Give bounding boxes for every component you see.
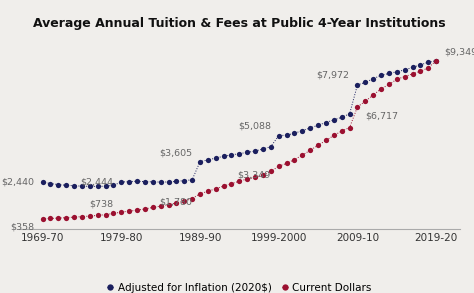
Line: Current Dollars: Current Dollars: [40, 58, 439, 222]
Current Dollars: [40, 217, 46, 221]
Text: $738: $738: [89, 200, 113, 209]
Current Dollars: [433, 59, 439, 62]
Text: $1,780: $1,780: [159, 197, 192, 207]
Text: $3,605: $3,605: [159, 148, 192, 157]
Text: $9,349: $9,349: [444, 47, 474, 56]
Adjusted for Inflation (2020$): [134, 180, 140, 183]
Current Dollars: [158, 205, 164, 208]
Adjusted for Inflation (2020$): [307, 126, 313, 130]
Text: $358: $358: [10, 222, 35, 231]
Text: $2,440: $2,440: [2, 178, 35, 187]
Adjusted for Inflation (2020$): [331, 118, 337, 122]
Adjusted for Inflation (2020$): [426, 60, 431, 64]
Text: $7,972: $7,972: [317, 71, 350, 80]
Adjusted for Inflation (2020$): [433, 59, 439, 62]
Adjusted for Inflation (2020$): [40, 180, 46, 184]
Legend: Adjusted for Inflation (2020$), Current Dollars: Adjusted for Inflation (2020$), Current …: [103, 278, 376, 293]
Current Dollars: [126, 209, 132, 213]
Adjusted for Inflation (2020$): [95, 185, 100, 188]
Text: $3,349: $3,349: [237, 170, 271, 179]
Line: Adjusted for Inflation (2020$): Adjusted for Inflation (2020$): [40, 58, 439, 189]
Title: Average Annual Tuition & Fees at Public 4-Year Institutions: Average Annual Tuition & Fees at Public …: [33, 17, 446, 30]
Text: $6,717: $6,717: [365, 111, 398, 120]
Text: $5,088: $5,088: [238, 122, 271, 131]
Current Dollars: [323, 139, 329, 142]
Adjusted for Inflation (2020$): [166, 180, 172, 184]
Current Dollars: [166, 203, 172, 206]
Adjusted for Inflation (2020$): [173, 180, 179, 183]
Text: $2,444: $2,444: [81, 178, 113, 187]
Current Dollars: [426, 66, 431, 69]
Current Dollars: [300, 154, 305, 157]
